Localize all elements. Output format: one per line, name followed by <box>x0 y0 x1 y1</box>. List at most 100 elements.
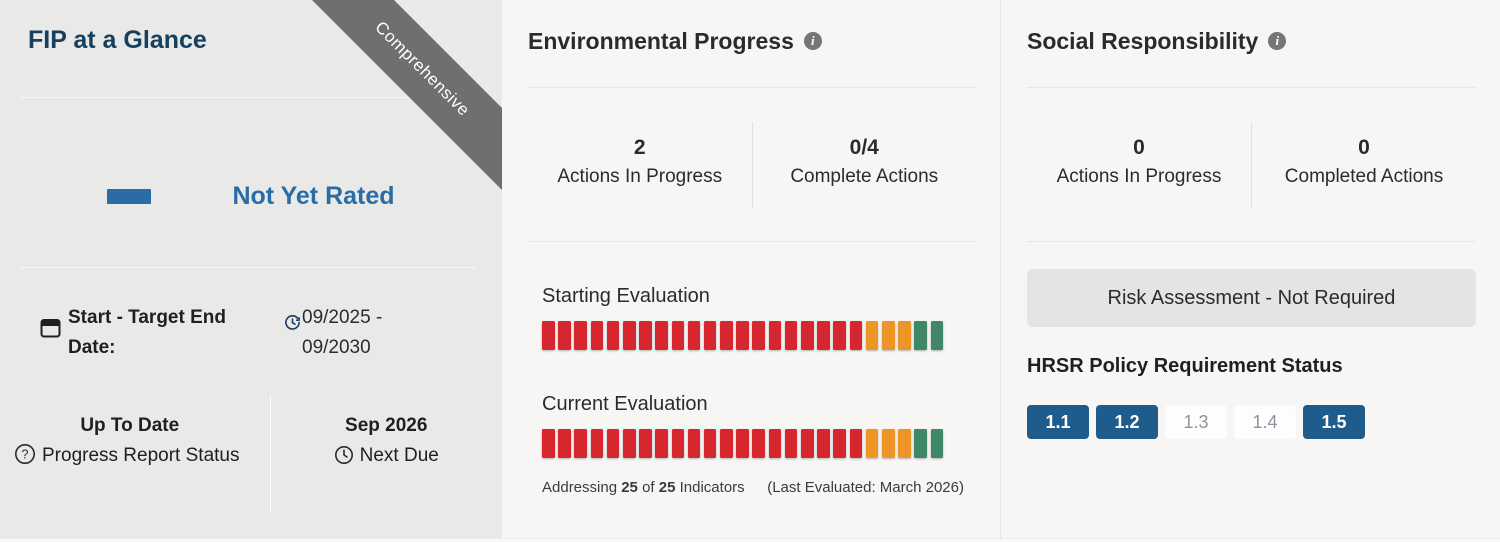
stat-label: Actions In Progress <box>1056 166 1222 187</box>
clock-icon <box>334 445 354 465</box>
divider <box>20 97 476 98</box>
eval-segment-red <box>671 321 685 350</box>
eval-segment-red <box>720 429 733 458</box>
divider <box>528 241 976 242</box>
eval-segment-red <box>768 321 782 350</box>
eval-segment-red <box>817 321 830 350</box>
eval-section: Starting Evaluation Current Evaluation A… <box>528 282 976 496</box>
starting-evaluation-label: Starting Evaluation <box>542 285 710 307</box>
stat-label: Completed Actions <box>1284 166 1444 187</box>
eval-segment-red <box>671 429 685 458</box>
progress-report-status: Up To Date ? Progress Report Status <box>0 395 270 513</box>
calendar-icon <box>40 317 61 338</box>
eval-segment-orange <box>898 321 911 350</box>
svg-text:?: ? <box>22 448 29 462</box>
current-evaluation-label: Current Evaluation <box>542 393 708 415</box>
current-evaluation-bar <box>542 429 964 458</box>
eval-segment-red <box>558 321 571 350</box>
stat-value: 0 <box>1133 136 1145 159</box>
stat-value: 2 <box>633 136 646 159</box>
eval-segment-red <box>849 429 863 458</box>
eval-segment-red <box>768 429 782 458</box>
eval-segment-red <box>606 429 620 458</box>
eval-segment-red <box>833 321 846 350</box>
hrsr-badge-1.4[interactable]: 1.4 <box>1234 405 1296 439</box>
next-due-value: Sep 2026 <box>345 415 428 436</box>
eval-segment-orange <box>898 429 911 458</box>
clock-history-icon <box>284 314 301 331</box>
eval-segment-green <box>914 321 927 350</box>
eval-footer: Addressing 25 of 25 Indicators (Last Eva… <box>542 479 964 496</box>
stat-label: Complete Actions <box>790 166 939 187</box>
rating-dash-icon <box>107 188 152 204</box>
hrsr-policy-title: HRSR Policy Requirement Status <box>1027 355 1343 377</box>
eval-segment-red <box>655 321 668 350</box>
eval-segment-red <box>542 321 555 350</box>
hrsr-badge-1.2[interactable]: 1.2 <box>1096 405 1158 439</box>
next-due-label-text: Next Due <box>359 445 439 466</box>
eval-segment-red <box>655 429 668 458</box>
soc-stat-actions-in-progress: 0 Actions In Progress <box>1027 122 1251 208</box>
eval-segment-red <box>558 429 571 458</box>
eval-segment-orange <box>881 321 895 350</box>
eval-segment-orange <box>881 429 895 458</box>
stat-label: Actions In Progress <box>557 166 723 187</box>
env-stat-actions-in-progress: 2 Actions In Progress <box>528 122 752 208</box>
eval-segment-red <box>752 429 766 458</box>
divider <box>20 267 476 268</box>
hrsr-badge-1.1[interactable]: 1.1 <box>1027 405 1089 439</box>
question-circle-icon[interactable]: ? <box>14 443 36 465</box>
eval-segment-red <box>703 429 717 458</box>
report-status-value: Up To Date <box>80 415 180 436</box>
eval-segment-red <box>590 429 604 458</box>
next-due: Sep 2026 Next Due <box>269 395 503 513</box>
rating-row: Not Yet Rated <box>0 178 502 214</box>
eval-segment-red <box>833 429 846 458</box>
env-header: Environmental Progress i <box>528 24 976 58</box>
bottom-strip <box>0 538 1500 542</box>
eval-segment-orange <box>865 321 879 350</box>
report-status-label: ? Progress Report Status <box>14 441 246 471</box>
eval-segment-red <box>817 429 830 458</box>
last-evaluated-text: (Last Evaluated: March 2026) <box>767 479 964 496</box>
date-label: Start - Target End Date: <box>68 307 226 358</box>
info-icon[interactable]: i <box>1268 32 1287 50</box>
eval-segment-red <box>703 321 717 350</box>
env-stat-complete-actions: 0/4 Complete Actions <box>751 122 977 208</box>
eval-segment-red <box>736 429 749 458</box>
ribbon-label: Comprehensive <box>371 17 474 120</box>
date-row: Start - Target End Date: 09/2025 - 09/20… <box>40 303 394 363</box>
panel-environmental-progress: Environmental Progress i 2 Actions In Pr… <box>502 0 1000 538</box>
report-status-label-text: Progress Report Status <box>42 445 240 466</box>
eval-segment-red <box>801 429 814 458</box>
divider <box>528 87 976 88</box>
hrsr-badge-1.5[interactable]: 1.5 <box>1303 405 1365 439</box>
divider <box>1027 87 1476 88</box>
eval-segment-green <box>930 429 944 458</box>
hrsr-badges: 1.1 1.2 1.3 1.4 1.5 <box>1027 405 1476 439</box>
soc-title: Social Responsibility <box>1027 27 1259 54</box>
eval-segment-red <box>542 429 555 458</box>
eval-segment-red <box>720 321 733 350</box>
rating-status: Not Yet Rated <box>232 182 395 210</box>
starting-evaluation-bar <box>542 321 964 350</box>
date-value-group: 09/2025 - 09/2030 <box>284 303 394 363</box>
eval-segment-red <box>784 429 798 458</box>
info-icon[interactable]: i <box>803 32 822 50</box>
eval-segment-orange <box>865 429 879 458</box>
eval-segment-red <box>801 321 814 350</box>
panel-fip-at-a-glance: FIP at a Glance Comprehensive Not Yet Ra… <box>0 0 502 538</box>
eval-segment-red <box>849 321 863 350</box>
risk-assessment-banner: Risk Assessment - Not Required <box>1027 269 1476 327</box>
eval-segment-red <box>639 321 652 350</box>
soc-stats-row: 0 Actions In Progress 0 Completed Action… <box>1027 122 1476 208</box>
panel-social-responsibility: Social Responsibility i 0 Actions In Pro… <box>1000 0 1500 538</box>
eval-segment-red <box>784 321 798 350</box>
stat-value: 0/4 <box>849 136 879 159</box>
eval-segment-red <box>606 321 620 350</box>
hrsr-badge-1.3[interactable]: 1.3 <box>1165 405 1227 439</box>
risk-assessment-text: Risk Assessment - Not Required <box>1107 286 1396 309</box>
env-title: Environmental Progress <box>528 27 794 54</box>
stat-value: 0 <box>1358 136 1370 159</box>
